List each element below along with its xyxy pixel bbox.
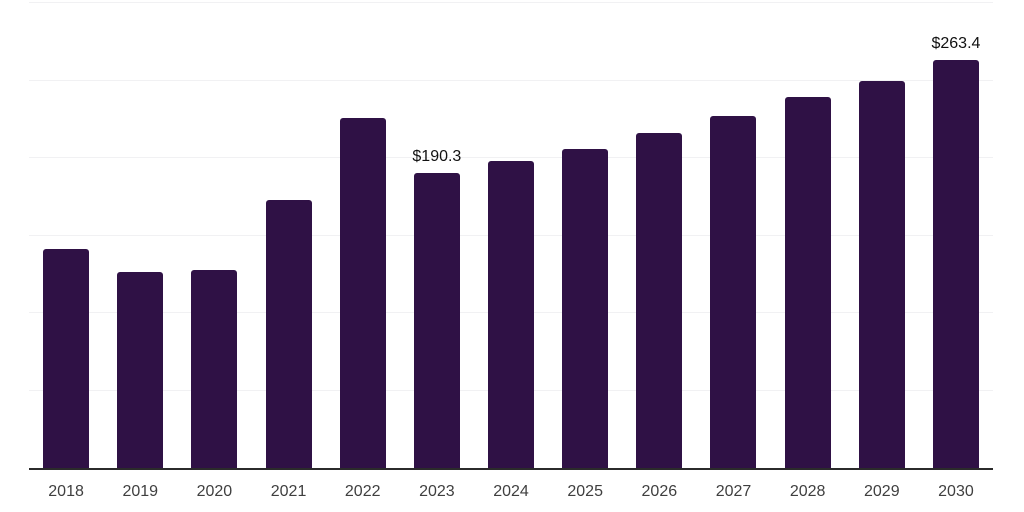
- x-tick-label-2023: 2023: [419, 483, 455, 500]
- x-tick-label-2027: 2027: [715, 483, 752, 500]
- x-tick-label-2025: 2025: [567, 483, 603, 500]
- bar-2023: [413, 173, 460, 468]
- bar-2021: [265, 200, 312, 468]
- x-tick-label-2030: 2030: [938, 483, 974, 500]
- bar-column-2019: [103, 3, 177, 468]
- bar-column-2026: [622, 3, 696, 468]
- plot-area: $190.3 $263.4: [29, 2, 993, 470]
- x-tick-label-2026: 2026: [641, 483, 678, 500]
- bar-2020: [191, 269, 238, 468]
- bar-column-2024: [474, 3, 548, 468]
- x-tick-label-2029: 2029: [864, 483, 900, 500]
- bar-2025: [562, 149, 609, 468]
- bar-value-label-2030: $263.4: [931, 34, 981, 52]
- bars-container: $190.3 $263.4: [29, 3, 993, 468]
- gridline: [29, 2, 993, 3]
- bar-column-2021: [251, 3, 325, 468]
- bar-column-2022: [326, 3, 400, 468]
- gridline: [29, 79, 993, 81]
- x-tick-label-2019: 2019: [122, 483, 159, 500]
- x-tick-label-2020: 2020: [196, 483, 233, 500]
- bar-2027: [710, 116, 757, 468]
- bar-column-2028: [771, 3, 845, 468]
- bar-column-2030: $263.4: [919, 3, 993, 468]
- bar-2019: [117, 271, 164, 468]
- bar-column-2018: [29, 3, 103, 468]
- x-tick-label-2028: 2028: [789, 483, 826, 500]
- bar-2028: [784, 97, 831, 468]
- x-tick-label-2024: 2024: [493, 483, 529, 500]
- bar-column-2029: [845, 3, 919, 468]
- bar-column-2020: [177, 3, 251, 468]
- bar-2029: [858, 80, 905, 468]
- x-tick-label-2022: 2022: [344, 483, 381, 500]
- x-axis-labels: 2018 2019 2020 2021 2022 2023 2024 2025 2026 2027…: [29, 482, 993, 501]
- bar-column-2027: [696, 3, 770, 468]
- bar-2026: [636, 133, 683, 468]
- bar-column-2025: [548, 3, 622, 468]
- bar-2018: [43, 248, 90, 468]
- x-tick-label-2021: 2021: [270, 483, 307, 500]
- bar-2024: [488, 161, 535, 468]
- gridline: [29, 157, 993, 159]
- bar-2030: [932, 59, 979, 468]
- x-tick-label-2018: 2018: [48, 483, 84, 500]
- bar-column-2023: $190.3: [400, 3, 474, 468]
- bar-2022: [339, 118, 386, 468]
- bar-value-label-2023: $190.3: [412, 148, 462, 165]
